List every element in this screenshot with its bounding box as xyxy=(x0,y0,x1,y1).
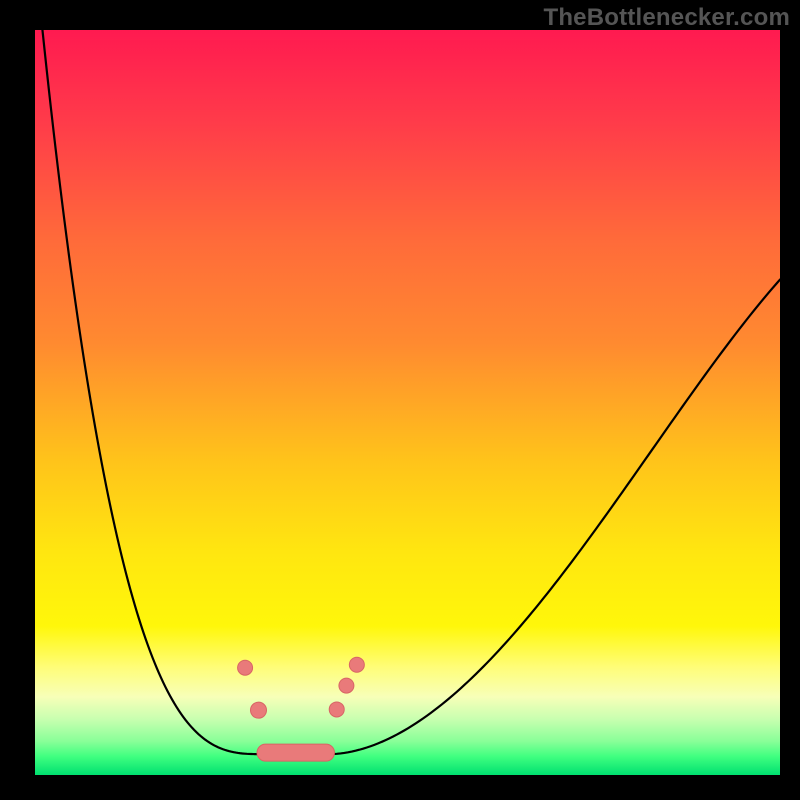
plot-svg xyxy=(35,30,780,775)
plot-area xyxy=(35,30,780,775)
marker-floor-pill xyxy=(257,744,334,761)
gradient-background xyxy=(35,30,780,775)
marker-point xyxy=(251,702,267,718)
marker-point xyxy=(329,702,344,717)
marker-point xyxy=(238,660,253,675)
marker-point xyxy=(339,678,354,693)
watermark-text: TheBottlenecker.com xyxy=(543,4,790,32)
marker-point xyxy=(349,657,364,672)
chart-frame: TheBottlenecker.com xyxy=(0,0,800,800)
